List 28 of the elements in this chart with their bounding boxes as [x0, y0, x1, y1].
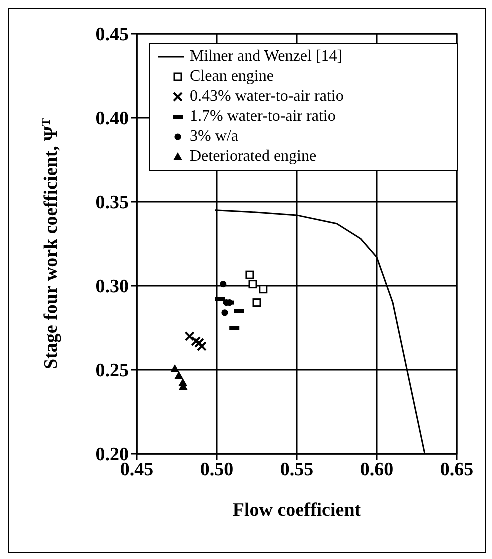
point: [194, 338, 204, 348]
point: [196, 341, 207, 352]
point: [252, 298, 262, 308]
point: [222, 310, 228, 316]
x-axis-title: Flow coefficient: [232, 500, 362, 521]
y-tick-label: 0.35: [96, 192, 129, 214]
x-tick-label: 0.60: [360, 459, 394, 480]
x-tick-label: 0.50: [200, 459, 234, 480]
y-tick-label: 0.30: [96, 276, 129, 298]
point: [184, 331, 195, 342]
legend-label: Deteriorated engine: [190, 147, 317, 167]
point: [191, 336, 202, 346]
x-tick-label: 0.55: [280, 459, 314, 480]
y-tick-label: 0.25: [96, 360, 129, 382]
legend-label: 1.7% water-to-air ratio: [190, 107, 336, 127]
legend-label: 3% w/a: [190, 127, 238, 147]
legend-label: 0.43% water-to-air ratio: [190, 87, 344, 107]
point: [174, 371, 184, 380]
point: [170, 364, 180, 372]
legend-label: Clean engine: [190, 67, 274, 87]
y-tick-label: 0.45: [96, 24, 129, 46]
point: [248, 280, 258, 289]
point: [259, 285, 268, 294]
point: [246, 270, 254, 280]
y-tick-label: 0.40: [96, 108, 129, 130]
point: [220, 281, 227, 288]
x-tick-label: 0.65: [440, 459, 474, 480]
legend-label: Milner and Wenzel [14]: [190, 47, 343, 67]
